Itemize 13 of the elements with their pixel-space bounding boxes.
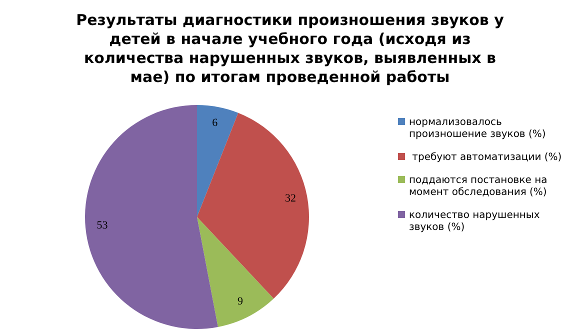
legend-label: нормализовалось произношение звуков (%) xyxy=(409,117,546,140)
pie-slice xyxy=(197,112,309,299)
legend-label: требуют автоматизации (%) xyxy=(409,152,562,163)
data-label: 6 xyxy=(212,117,218,130)
legend-label: количество нарушенных звуков (%) xyxy=(409,210,540,233)
data-label: 9 xyxy=(237,295,244,308)
pie-slice xyxy=(197,105,238,217)
data-label: 32 xyxy=(285,192,296,205)
legend-label: поддаются постановке на момент обследования (%) xyxy=(409,175,548,198)
data-label: 53 xyxy=(96,219,108,232)
pie-slice xyxy=(197,217,274,328)
pie-slice xyxy=(85,105,218,329)
chart-title: Результаты диагностики произношения звуков у детей в начале учебного года (исходя из количества нарушенных звуков, выявленных в мае) по итогам проведенной работы xyxy=(76,11,504,86)
